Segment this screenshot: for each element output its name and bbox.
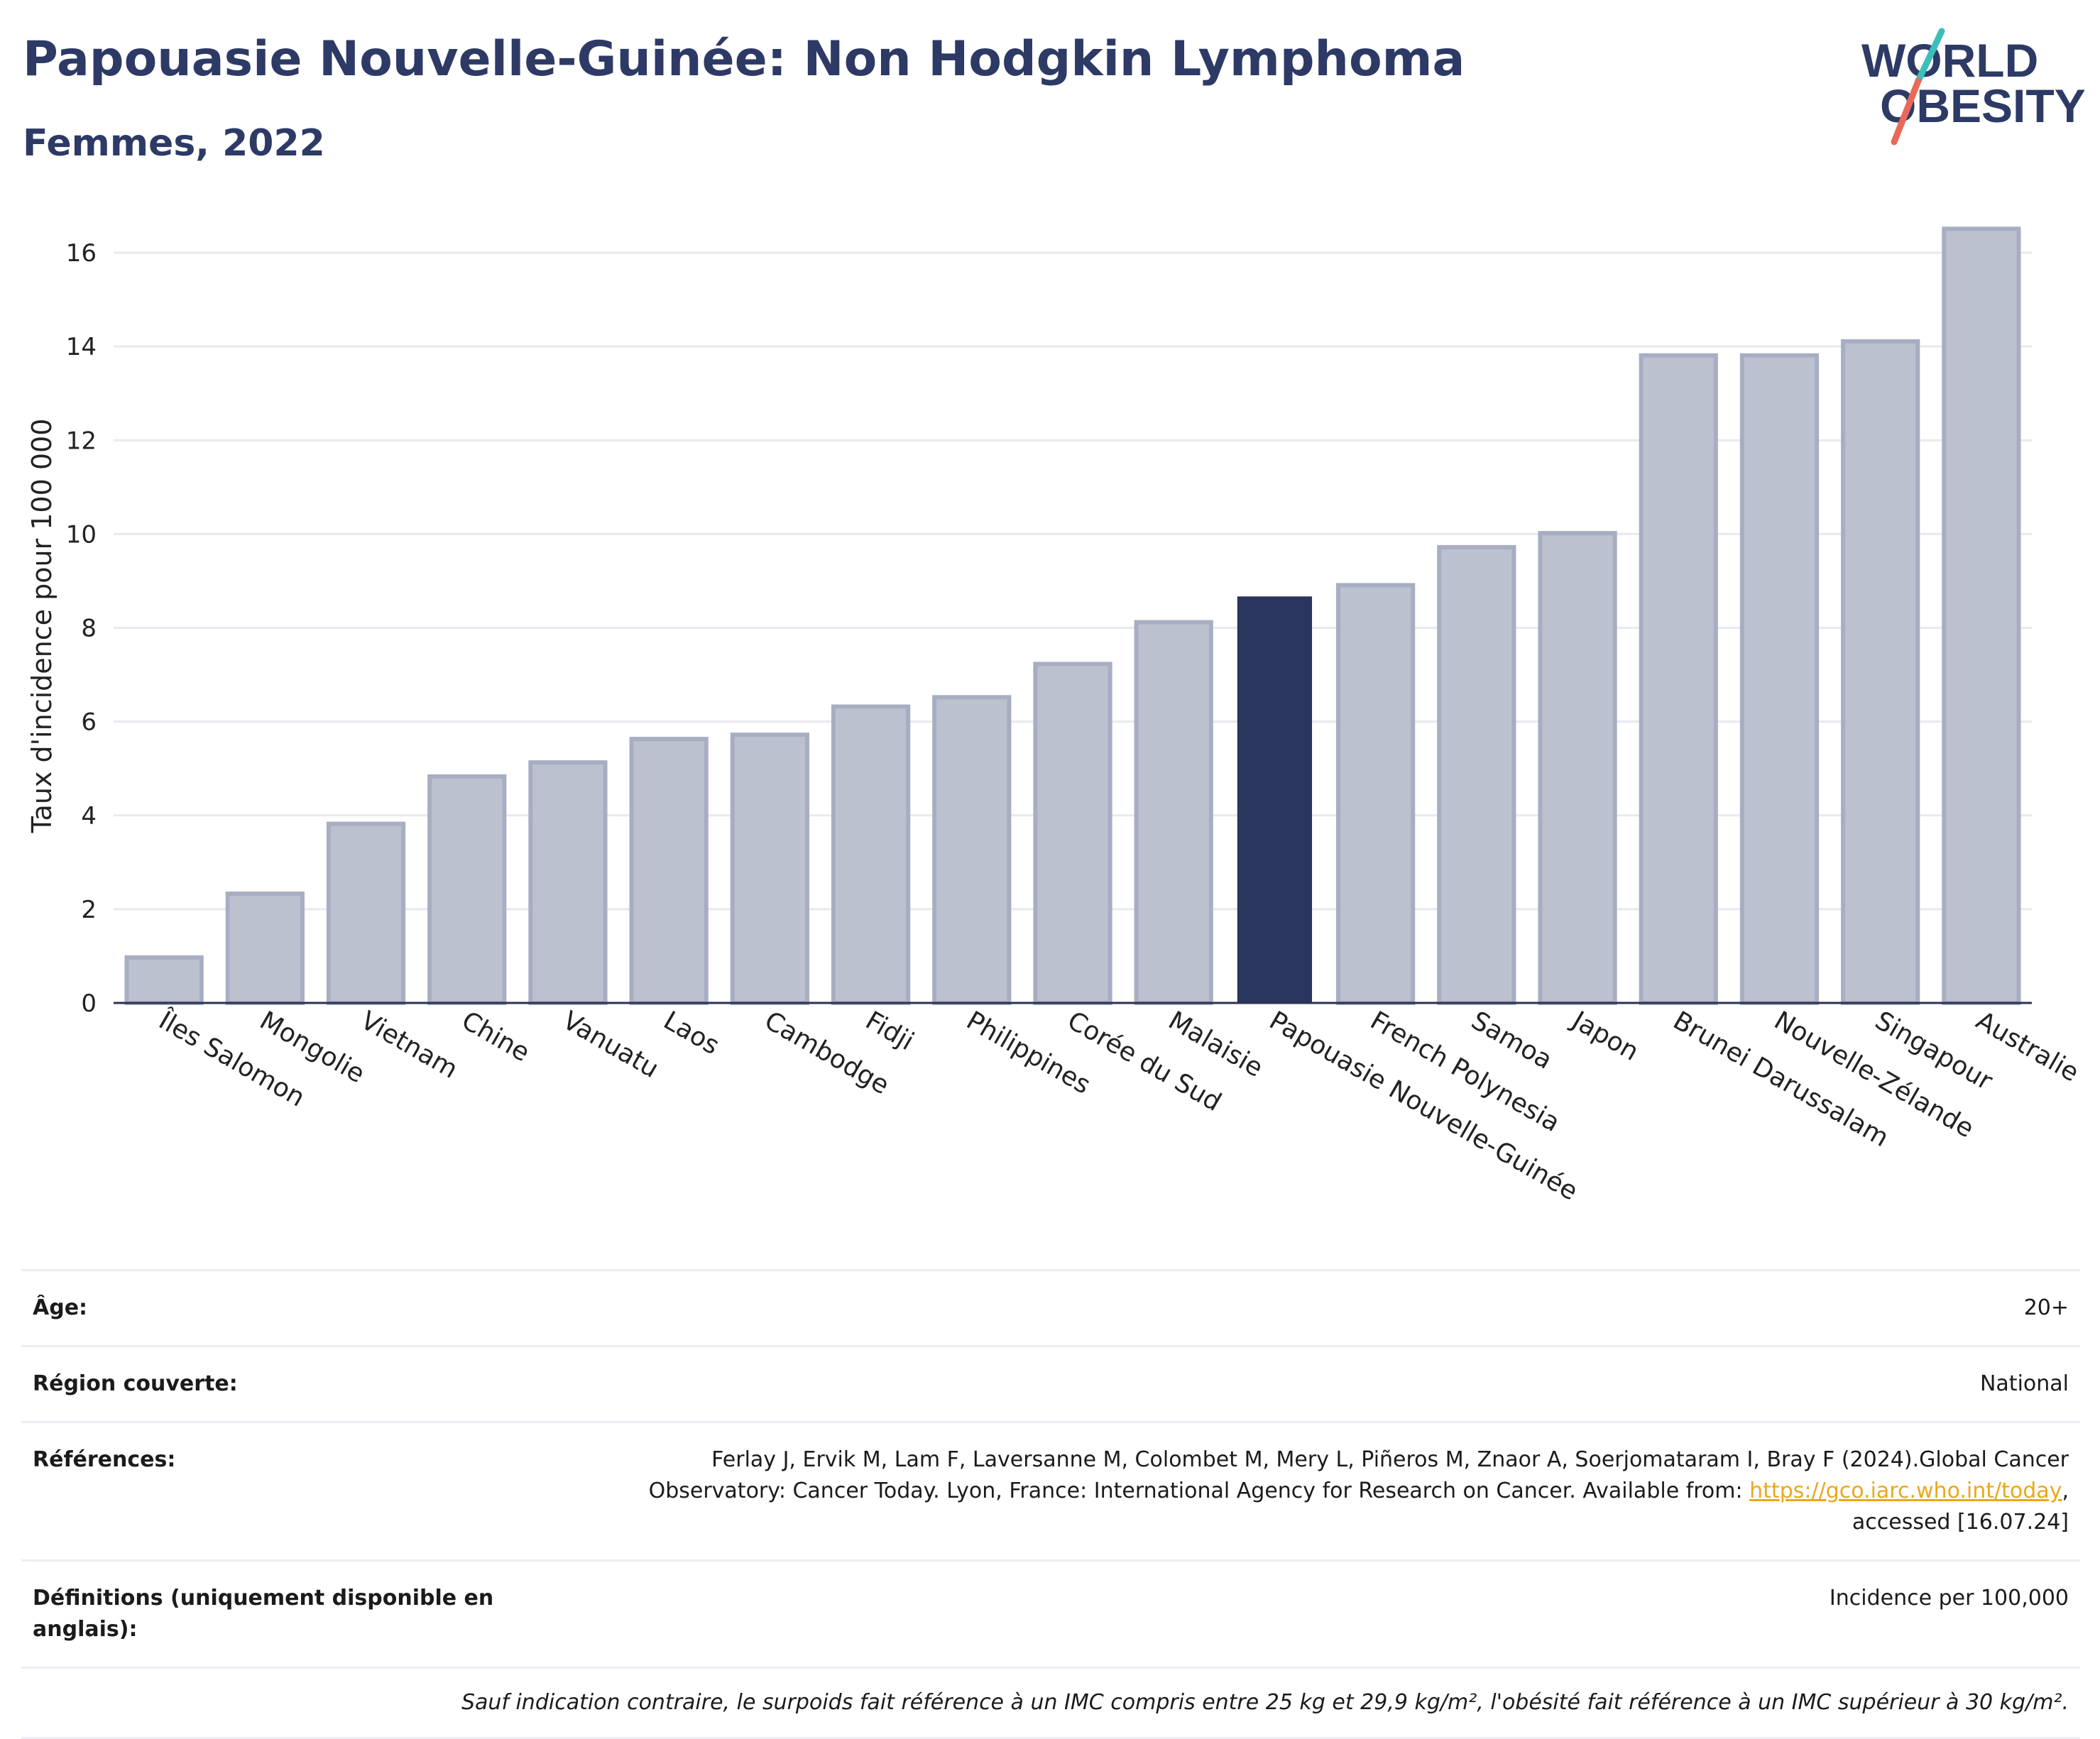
bar — [1237, 596, 1313, 1003]
bar — [1639, 353, 1718, 1005]
bar — [730, 733, 809, 1006]
references-link[interactable]: https://gco.iarc.who.int/today — [1749, 1479, 2062, 1503]
bar — [1336, 583, 1416, 1005]
age-label: Âge: — [33, 1295, 88, 1320]
bar — [427, 774, 507, 1005]
bar-chart: 0 2 4 6 8 10 12 14 16 Taux d'incidence pour 100 0… — [0, 185, 2100, 1235]
x-tick-label: Japon — [1566, 1005, 1644, 1067]
footnote: Sauf indication contraire, le surpoids f… — [21, 1667, 2080, 1739]
y-tick-label: 0 — [81, 989, 97, 1018]
bar — [629, 737, 709, 1005]
x-tick-label: Vanuatu — [557, 1006, 663, 1084]
logo-slash-coral — [1891, 77, 1922, 146]
age-value: 20+ — [2023, 1295, 2069, 1320]
y-tick-label: 4 — [81, 802, 97, 830]
bar — [1033, 662, 1112, 1005]
x-tick-label: Laos — [659, 1006, 724, 1060]
y-tick-label: 16 — [66, 239, 97, 268]
y-tick-label: 2 — [81, 896, 97, 924]
bar — [932, 695, 1012, 1005]
bar — [831, 704, 911, 1005]
bar — [1437, 544, 1516, 1005]
x-tick-label: Vietnam — [356, 1006, 462, 1085]
bar — [1739, 353, 1820, 1005]
references-suffix: , accessed [16.07.24] — [1852, 1479, 2069, 1535]
chart-title: Papouasie Nouvelle-Guinée: Non Hodgkin L… — [23, 31, 1465, 87]
y-tick-label: 8 — [81, 615, 97, 643]
bar — [528, 760, 608, 1005]
bar — [326, 821, 406, 1005]
references-label: Références: — [33, 1447, 176, 1472]
region-value: National — [1979, 1371, 2069, 1396]
region-label: Région couverte: — [33, 1371, 238, 1396]
x-tick-label: Chine — [456, 1006, 535, 1068]
meta-row-definitions: Définitions (uniquement disponible en an… — [21, 1559, 2080, 1667]
metadata-table: Âge: 20+ Région couverte: National Référ… — [21, 1269, 2080, 1739]
references-value: Ferlay J, Ervik M, Lam F, Laversanne M, … — [578, 1444, 2069, 1538]
world-obesity-logo: WORLD OBESITY — [1853, 28, 2087, 156]
bar — [1841, 339, 1920, 1006]
bar-chart-svg: 0 2 4 6 8 10 12 14 16 Taux d'incidence pour 100 0… — [26, 226, 2084, 1207]
bar — [225, 892, 305, 1005]
references-text: Ferlay J, Ervik M, Lam F, Laversanne M, … — [648, 1447, 2069, 1503]
bar — [1538, 531, 1617, 1005]
y-tick-label: 12 — [66, 427, 97, 455]
y-tick-label: 14 — [66, 333, 97, 361]
y-tick-label: 6 — [81, 708, 97, 737]
logo-slash-teal — [1915, 28, 1945, 84]
x-tick-label: Fidji — [860, 1006, 919, 1056]
bar — [124, 955, 204, 1006]
meta-row-age: Âge: 20+ — [21, 1269, 2080, 1345]
chart-subtitle: Femmes, 2022 — [23, 122, 325, 165]
y-tick-label: 10 — [66, 520, 97, 549]
logo-text-world: WORLD — [1861, 34, 2038, 87]
bar — [1134, 620, 1213, 1005]
meta-row-region: Région couverte: National — [21, 1345, 2080, 1421]
bar — [1942, 226, 2021, 1006]
definitions-value: Incidence per 100,000 — [1829, 1586, 2069, 1611]
y-axis-label: Taux d'incidence pour 100 000 — [26, 419, 58, 834]
definitions-label: Définitions (uniquement disponible en an… — [33, 1586, 494, 1642]
meta-row-references: Références: Ferlay J, Ervik M, Lam F, La… — [21, 1421, 2080, 1559]
